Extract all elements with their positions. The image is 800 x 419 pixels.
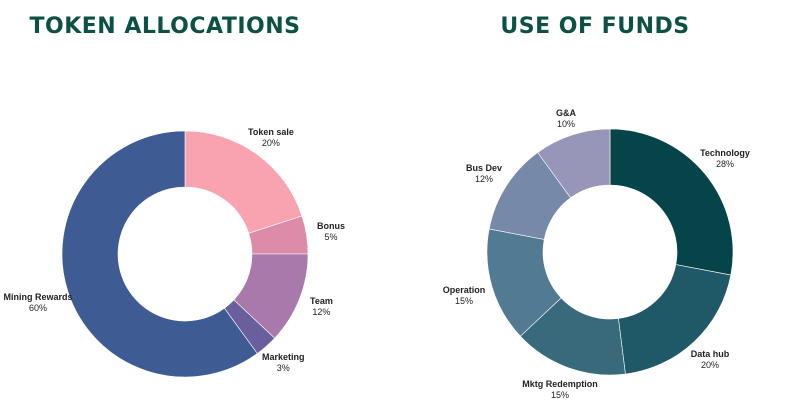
chart-title-token-allocations: TOKEN ALLOCATIONS bbox=[29, 14, 301, 39]
label-team: Team bbox=[310, 296, 333, 306]
slice-token-sale bbox=[184, 130, 303, 234]
value-marketing: 3% bbox=[277, 363, 290, 373]
value-team: 12% bbox=[312, 307, 330, 317]
value-technology: 28% bbox=[716, 159, 734, 169]
value-mktg-redemption: 15% bbox=[551, 390, 569, 400]
label-marketing: Marketing bbox=[262, 352, 305, 362]
value-token-sale: 20% bbox=[262, 138, 280, 148]
label-data-hub: Data hub bbox=[691, 349, 730, 359]
label-operation: Operation bbox=[443, 285, 486, 295]
slice-g-a bbox=[537, 128, 611, 199]
slice-mining-rewards bbox=[61, 130, 258, 378]
slice-technology bbox=[609, 128, 734, 276]
value-mining-rewards: 60% bbox=[29, 303, 47, 313]
value-bonus: 5% bbox=[324, 232, 337, 242]
label-bonus: Bonus bbox=[317, 221, 345, 231]
label-mining-rewards: Mining Rewards bbox=[3, 292, 72, 302]
value-operation: 15% bbox=[455, 296, 473, 306]
value-data-hub: 20% bbox=[701, 360, 719, 370]
chart-title-use-of-funds: USE OF FUNDS bbox=[500, 14, 690, 39]
value-bus-dev: 12% bbox=[475, 174, 493, 184]
label-token-sale: Token sale bbox=[248, 127, 294, 137]
label-mktg-redemption: Mktg Redemption bbox=[522, 379, 598, 389]
label-technology: Technology bbox=[700, 148, 750, 158]
label-bus-dev: Bus Dev bbox=[466, 163, 502, 173]
label-g-a: G&A bbox=[556, 108, 577, 118]
value-g-a: 10% bbox=[557, 119, 575, 129]
